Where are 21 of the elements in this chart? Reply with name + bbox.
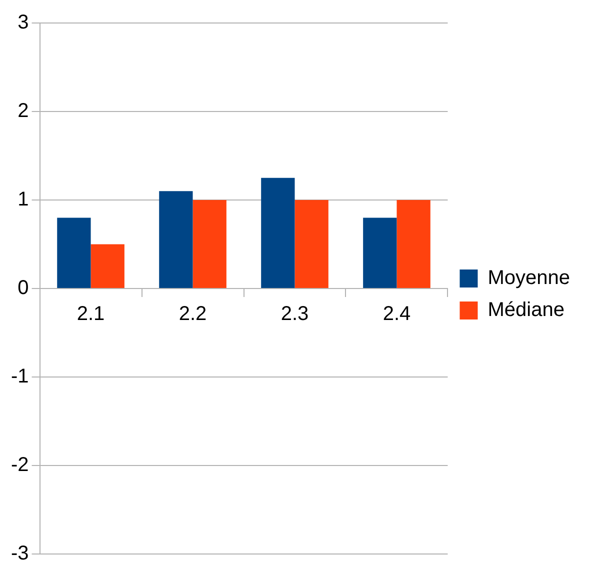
legend-label: Moyenne xyxy=(488,267,570,290)
y-tick-label: 2 xyxy=(18,100,29,122)
x-tick-label: 2.2 xyxy=(178,303,207,326)
bar xyxy=(363,218,397,288)
x-tick-label: 2.1 xyxy=(76,303,105,326)
bar xyxy=(294,200,328,288)
bar xyxy=(159,191,193,288)
bar xyxy=(261,178,295,288)
y-tick-label: 0 xyxy=(18,277,29,300)
x-tick-label: 2.4 xyxy=(382,303,411,326)
y-tick-label: -1 xyxy=(10,366,29,388)
y-tick-label: 3 xyxy=(18,12,29,34)
x-tick-label: 2.3 xyxy=(280,303,309,326)
y-tick-label: -2 xyxy=(10,454,29,476)
bar xyxy=(192,200,226,288)
legend-label: Médiane xyxy=(488,299,564,322)
bar xyxy=(90,244,124,288)
y-tick-label: 1 xyxy=(18,188,29,211)
bar xyxy=(57,218,91,288)
bar xyxy=(396,200,430,288)
y-tick-label: -3 xyxy=(10,542,29,565)
